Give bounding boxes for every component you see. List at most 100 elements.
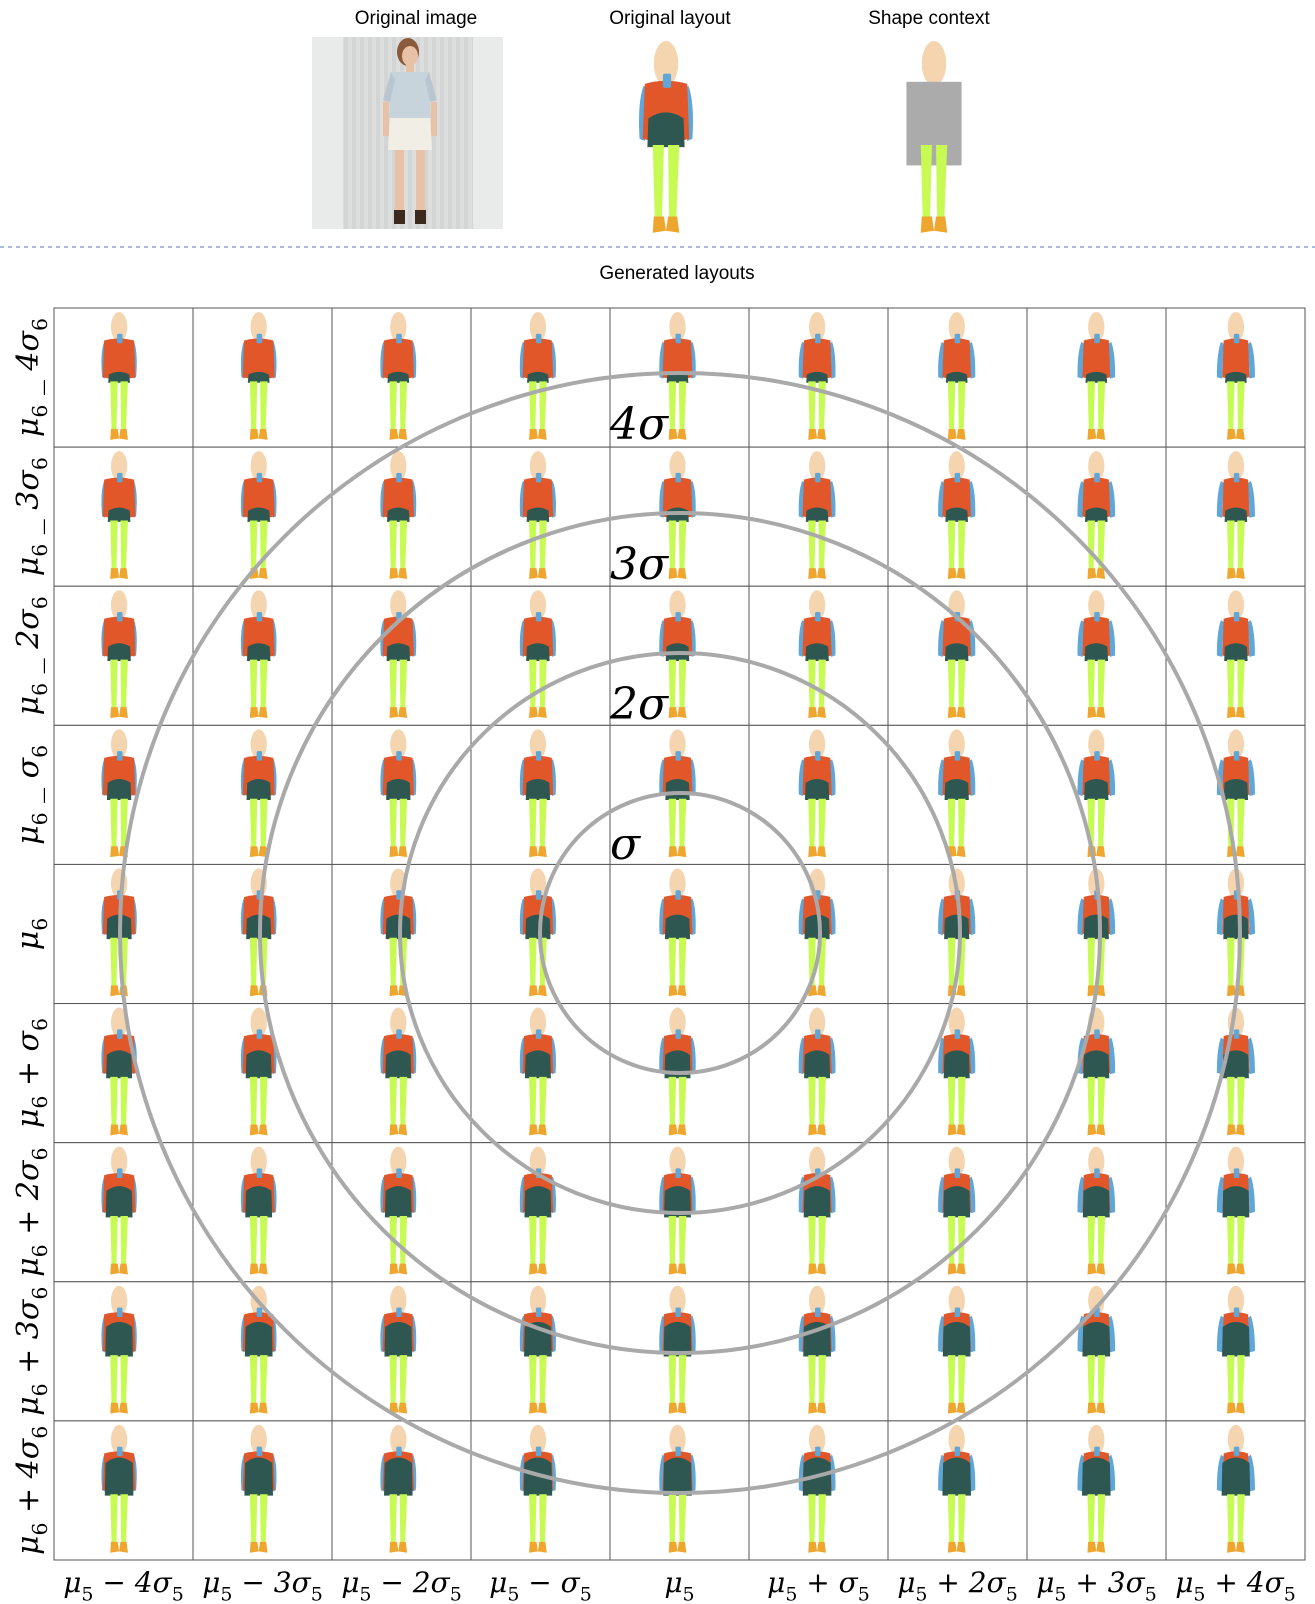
- generated-layout-person: [101, 1285, 137, 1414]
- generated-layout-person: [938, 729, 976, 858]
- generated-layout-person: [519, 729, 556, 858]
- label-sigma: σ: [153, 1566, 173, 1599]
- label-base: μ: [11, 1396, 46, 1416]
- label-sigma: σ: [1126, 1566, 1146, 1599]
- layout-cell: [53, 585, 194, 726]
- layout-cell: [470, 307, 611, 448]
- layout-cell: [470, 1142, 611, 1283]
- generated-layout-person: [101, 451, 137, 579]
- layout-cell: [748, 307, 889, 448]
- label-k: 4: [11, 352, 46, 372]
- label-op: +: [11, 1478, 46, 1522]
- generated-layout-person: [798, 590, 836, 719]
- generated-layouts-grid: [53, 307, 1306, 1561]
- label-base: μ: [1175, 1566, 1193, 1599]
- label-base: μ: [63, 1566, 81, 1599]
- layout-cell: [331, 446, 472, 587]
- column-label: μ5 + 3σ5: [1036, 1566, 1157, 1604]
- label-base: μ: [11, 696, 46, 716]
- generated-layout-person: [519, 1285, 556, 1414]
- generated-layout-person: [1077, 1424, 1116, 1553]
- generated-layout-person: [659, 1146, 696, 1275]
- original-photo: [312, 37, 503, 229]
- label-k: 3: [11, 491, 46, 510]
- generated-layout-person: [798, 729, 836, 858]
- column-axis-labels: μ5 − 4σ5 μ5 − 3σ5 μ5 − 2σ5 μ5 − σ5 μ5 μ5 + σ5…: [63, 1566, 1296, 1604]
- caption-original-layout: Original layout: [609, 8, 731, 29]
- layout-cell: [1026, 307, 1167, 448]
- layout-cell: [887, 585, 1028, 726]
- layout-cell: [192, 446, 333, 587]
- sigma-ring-label: 3σ: [610, 539, 670, 590]
- generated-layout-person: [798, 312, 836, 440]
- layout-cell: [1165, 307, 1306, 448]
- generated-layout-person: [1216, 868, 1255, 997]
- label-op: +: [11, 1339, 46, 1383]
- original-layout-figure: [639, 41, 693, 233]
- label-ssub: 5: [1145, 1583, 1157, 1604]
- label-op: −: [232, 1566, 273, 1599]
- generated-layout-person: [240, 1007, 277, 1136]
- layout-cell: [887, 1003, 1028, 1144]
- row-label: μ6 _ 4σ6: [11, 318, 52, 437]
- generated-layout-person: [938, 1146, 976, 1275]
- label-sigma: σ: [839, 1566, 859, 1599]
- label-base: μ: [1036, 1566, 1054, 1599]
- label-base: μ: [11, 418, 46, 438]
- layout-cell: [1165, 1142, 1306, 1283]
- layout-cell: [192, 1142, 333, 1283]
- generated-layout-person: [659, 868, 696, 997]
- row-label: μ6 + 3σ6: [11, 1287, 52, 1416]
- label-ssub: 6: [28, 1148, 52, 1161]
- label-ssub: 5: [1284, 1583, 1296, 1604]
- label-k: 2: [412, 1566, 431, 1599]
- original-layout-person: [639, 41, 693, 233]
- layout-cell: [470, 724, 611, 865]
- generated-layout-person: [798, 451, 836, 579]
- generated-layout-person: [798, 1285, 836, 1414]
- shape-context-figure: [906, 41, 962, 233]
- label-op: +: [797, 1566, 838, 1599]
- generated-layout-person: [659, 451, 696, 579]
- generated-layout-person: [1216, 1285, 1255, 1414]
- generated-layout-person: [798, 868, 836, 997]
- layout-cell: [470, 1420, 611, 1561]
- label-op: +: [927, 1566, 968, 1599]
- label-sub: 5: [1054, 1583, 1066, 1604]
- label-sub: 5: [915, 1583, 927, 1604]
- generated-layout-person: [1077, 1146, 1116, 1275]
- layout-cell: [470, 1281, 611, 1422]
- label-ssub: 6: [28, 596, 52, 609]
- layout-cell: [331, 585, 472, 726]
- generated-layout-person: [519, 451, 556, 579]
- layout-cell: [748, 1142, 889, 1283]
- generated-layout-person: [240, 451, 277, 579]
- label-base: μ: [489, 1566, 507, 1599]
- sigma-ring-label: σ: [610, 819, 642, 870]
- caption-generated-layouts: Generated layouts: [599, 263, 754, 284]
- sigma-rings: σ 2σ 3σ 4σ: [118, 371, 1242, 1495]
- label-sub: 6: [28, 918, 52, 931]
- row-label: μ6: [11, 918, 52, 950]
- label-ssub: 5: [1006, 1583, 1018, 1604]
- generated-layout-person: [659, 1007, 696, 1136]
- layout-cell: [1165, 446, 1306, 587]
- layout-cell: [748, 863, 889, 1005]
- generated-layout-person: [380, 729, 417, 858]
- label-sub: 6: [28, 544, 52, 557]
- sigma-ring: [538, 791, 822, 1075]
- label-sub: 6: [28, 812, 52, 825]
- column-label: μ5 + 2σ5: [897, 1566, 1018, 1604]
- layout-cell: [1026, 585, 1167, 726]
- layout-cell: [748, 724, 889, 865]
- generated-layout-person: [240, 1424, 277, 1553]
- label-op: −: [93, 1566, 134, 1599]
- layout-cell: [609, 863, 750, 1005]
- column-label: μ5 − 3σ5: [202, 1566, 323, 1604]
- layout-cell: [1026, 724, 1167, 865]
- label-base: μ: [11, 557, 46, 577]
- generated-layout-person: [1216, 1424, 1255, 1553]
- layout-cell: [1026, 1142, 1167, 1283]
- label-sigma: σ: [431, 1566, 451, 1599]
